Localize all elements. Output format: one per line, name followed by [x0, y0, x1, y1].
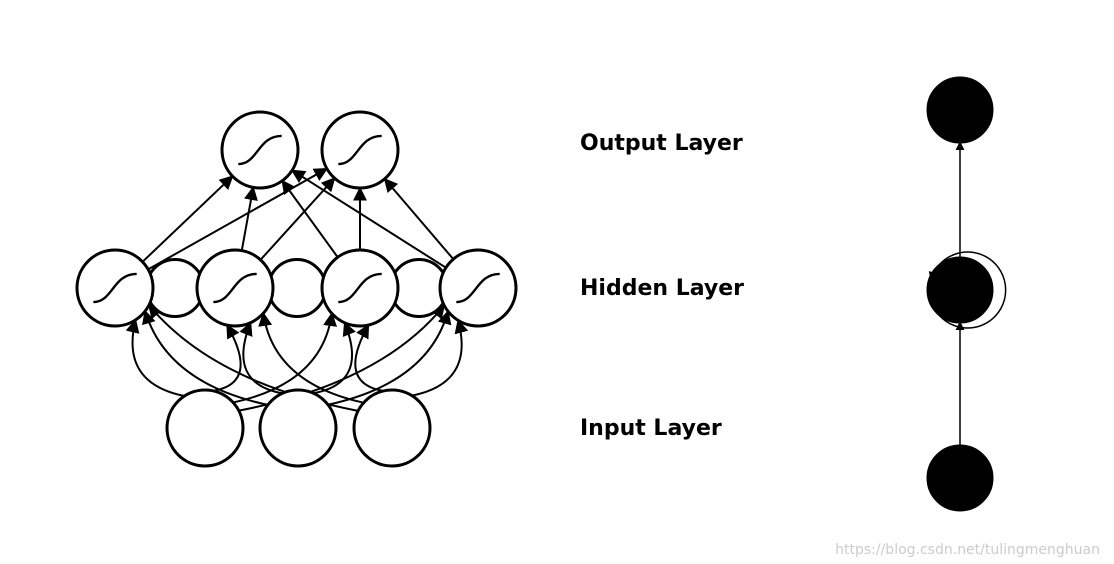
- detailed-network: [77, 112, 516, 466]
- node: [147, 260, 204, 317]
- node: [260, 390, 336, 466]
- edge: [242, 187, 253, 250]
- node: [269, 260, 326, 317]
- hidden-layer-label: Hidden Layer: [580, 276, 744, 301]
- input-layer-label: Input Layer: [580, 416, 722, 441]
- node: [354, 390, 430, 466]
- node: [322, 250, 398, 326]
- rnn-diagram: Output Layer Hidden Layer Input Layer ht…: [0, 0, 1114, 564]
- output-layer-label: Output Layer: [580, 131, 743, 156]
- node: [322, 112, 398, 188]
- filled-node: [928, 446, 992, 510]
- node: [440, 250, 516, 326]
- node: [222, 112, 298, 188]
- edge: [385, 179, 454, 259]
- edge-input-hidden: [355, 325, 383, 391]
- edge-input-hidden: [213, 325, 241, 391]
- nodes: [77, 112, 516, 466]
- edge-input-hidden: [133, 320, 185, 396]
- edge: [282, 181, 337, 257]
- simplified-network: [928, 78, 1006, 510]
- node: [167, 390, 243, 466]
- watermark: https://blog.csdn.net/tulingmenghuan: [835, 542, 1100, 558]
- filled-node: [928, 258, 992, 322]
- filled-node: [928, 78, 992, 142]
- node: [197, 250, 273, 326]
- node: [77, 250, 153, 326]
- edge: [143, 176, 233, 262]
